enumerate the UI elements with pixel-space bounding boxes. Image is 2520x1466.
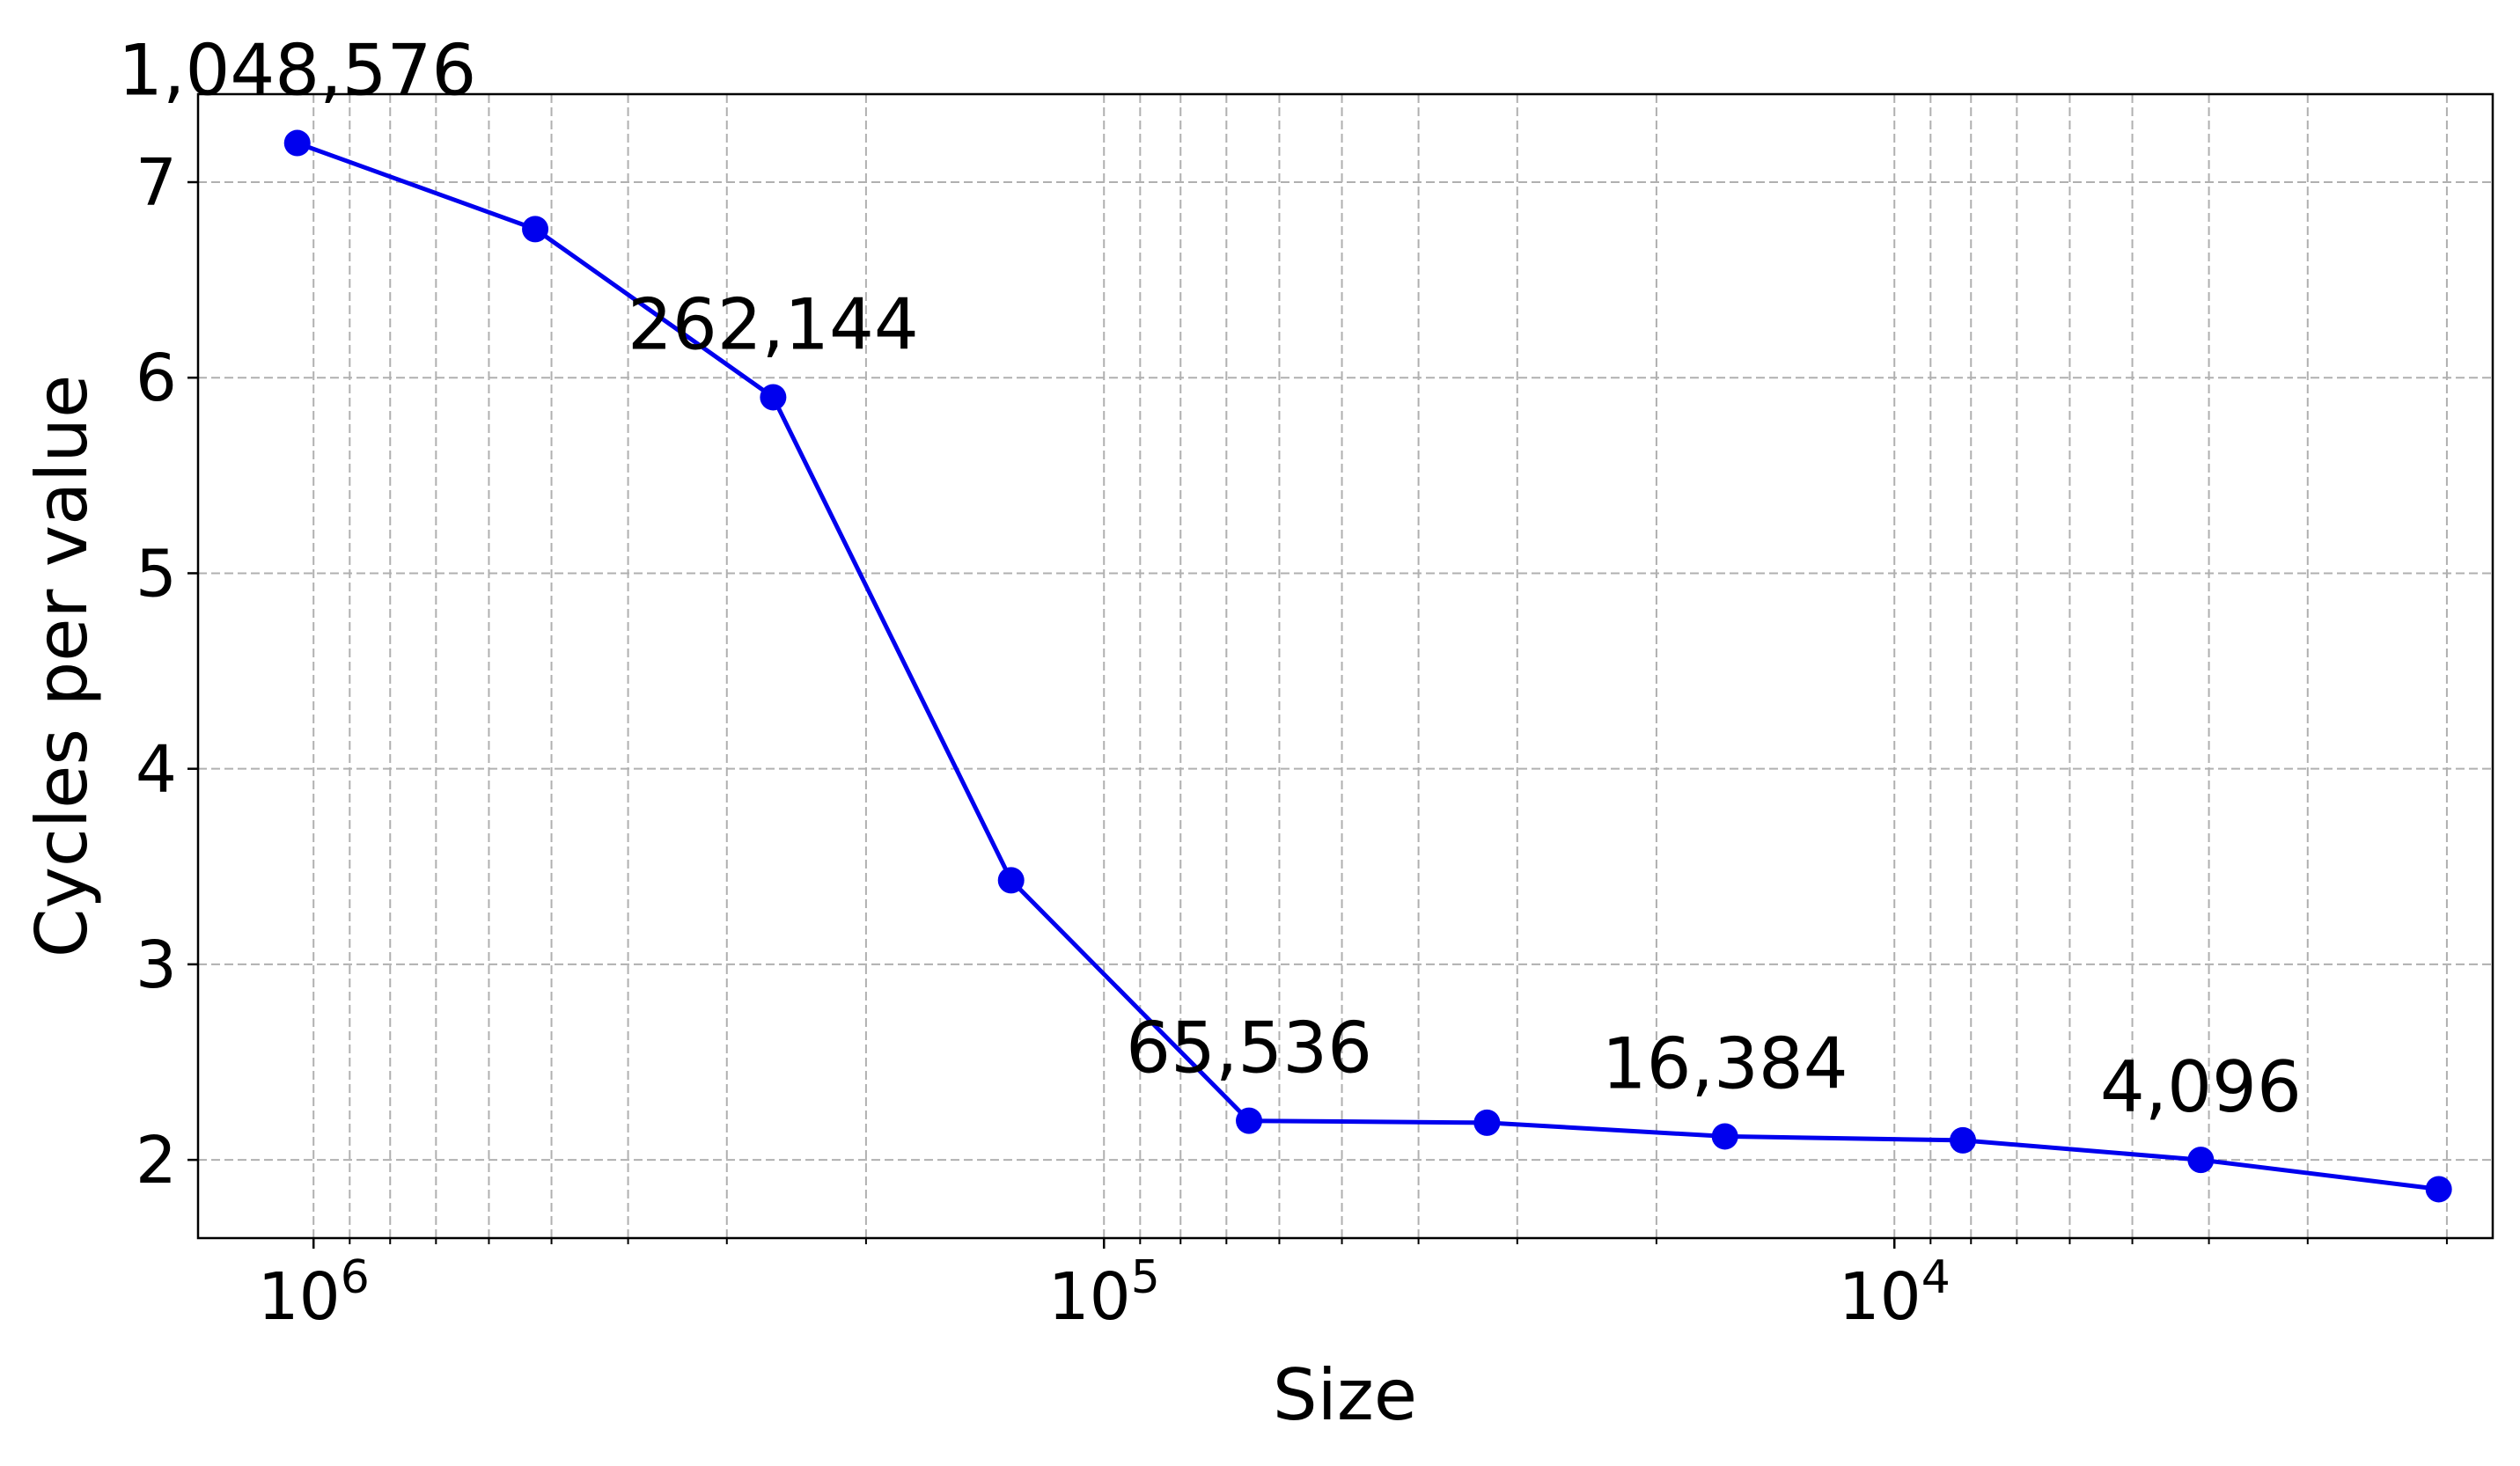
- x-tick-label: 104: [1839, 1251, 1951, 1335]
- data-point: [2425, 1176, 2452, 1203]
- data-point: [283, 129, 311, 157]
- annotations: 1,048,576 262,144 65,536 16,384 4,096: [118, 30, 2302, 1129]
- data-point: [1950, 1126, 1977, 1154]
- axis-ticks: 2 3 4 5 6 7 106 105 104: [136, 145, 2448, 1335]
- point-annotation: 262,144: [628, 283, 919, 365]
- data-point: [997, 867, 1025, 894]
- x-axis-label: Size: [1273, 1354, 1417, 1436]
- data-point: [1473, 1109, 1501, 1136]
- plot-frame: [196, 92, 2494, 1240]
- y-tick-label: 6: [136, 341, 177, 416]
- y-tick-label: 5: [136, 536, 177, 612]
- point-annotation: 4,096: [2100, 1046, 2302, 1128]
- y-axis-label: Cycles per value: [21, 375, 103, 958]
- point-annotation: 65,536: [1126, 1008, 1372, 1089]
- grid: [198, 94, 2493, 1238]
- point-annotation: 16,384: [1602, 1023, 1848, 1104]
- series-line: [296, 141, 2440, 1191]
- data-point: [1711, 1123, 1738, 1150]
- y-tick-label: 4: [136, 732, 177, 808]
- series-layer: [283, 129, 2452, 1203]
- data-point: [2187, 1147, 2215, 1174]
- data-point: [1236, 1107, 1263, 1134]
- x-tick-label: 105: [1048, 1251, 1160, 1335]
- y-tick-label: 7: [136, 145, 177, 221]
- y-tick-label: 3: [136, 927, 177, 1003]
- y-tick-label: 2: [136, 1123, 177, 1198]
- data-point: [522, 216, 549, 243]
- x-tick-label: 106: [258, 1251, 370, 1335]
- point-annotation: 1,048,576: [118, 30, 476, 112]
- data-point: [760, 384, 787, 411]
